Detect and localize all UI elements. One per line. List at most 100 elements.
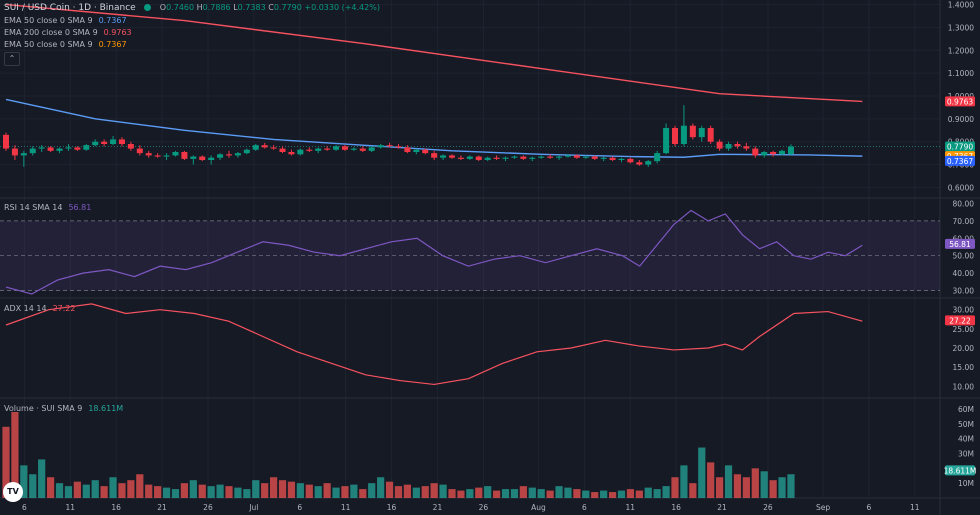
volume-bar[interactable] <box>430 483 438 498</box>
candle[interactable] <box>502 157 509 159</box>
volume-bar[interactable] <box>377 477 385 498</box>
volume-bar[interactable] <box>519 486 527 498</box>
candle[interactable] <box>556 156 563 158</box>
candle[interactable] <box>564 155 571 157</box>
candle[interactable] <box>386 145 393 147</box>
volume-bar[interactable] <box>341 486 349 498</box>
candle[interactable] <box>306 149 313 151</box>
volume-bar[interactable] <box>466 489 474 498</box>
candle[interactable] <box>645 161 652 165</box>
candle[interactable] <box>627 158 634 163</box>
volume-bar[interactable] <box>421 486 429 498</box>
candle[interactable] <box>716 141 723 149</box>
volume-bar[interactable] <box>359 489 367 498</box>
candle[interactable] <box>252 145 259 150</box>
volume-bar[interactable] <box>751 468 759 498</box>
rsi-line[interactable] <box>5 209 863 295</box>
candle[interactable] <box>270 147 277 149</box>
volume-bar[interactable] <box>608 492 617 498</box>
volume-bar[interactable] <box>635 490 643 498</box>
candle[interactable] <box>413 149 420 152</box>
candle[interactable] <box>466 156 473 159</box>
candle[interactable] <box>118 139 125 144</box>
volume-bar[interactable] <box>252 480 260 498</box>
rsi-pane[interactable] <box>5 209 863 295</box>
candle[interactable] <box>65 147 72 149</box>
candle[interactable] <box>190 156 197 159</box>
candle[interactable] <box>636 162 643 165</box>
volume-bar[interactable] <box>323 483 331 498</box>
volume-bar[interactable] <box>225 486 233 498</box>
candle[interactable] <box>199 156 206 160</box>
volume-bar[interactable] <box>198 484 206 498</box>
volume-bar[interactable] <box>2 426 10 498</box>
volume-bar[interactable] <box>555 486 563 498</box>
volume-bar[interactable] <box>314 486 322 498</box>
volume-bar[interactable] <box>626 489 634 498</box>
candle[interactable] <box>38 147 45 149</box>
candle[interactable] <box>404 147 411 152</box>
candle[interactable] <box>698 128 705 138</box>
volume-bar[interactable] <box>617 490 626 498</box>
volume-bar[interactable] <box>368 483 376 498</box>
price-axis[interactable]: 1.40001.30001.20001.10001.00000.90000.80… <box>944 1 977 489</box>
candle[interactable] <box>136 148 143 154</box>
price-pane[interactable] <box>0 3 940 167</box>
candle[interactable] <box>431 153 438 158</box>
candle[interactable] <box>341 146 348 150</box>
volume-bar[interactable] <box>145 484 153 498</box>
volume-bar[interactable] <box>55 483 64 498</box>
volume-bar[interactable] <box>716 477 724 498</box>
ema-50-line[interactable] <box>5 98 863 158</box>
candle[interactable] <box>172 152 179 156</box>
candle[interactable] <box>654 153 661 162</box>
candle[interactable] <box>217 154 224 158</box>
volume-bar[interactable] <box>448 489 456 498</box>
volume-bar[interactable] <box>270 477 278 498</box>
volume-bar[interactable] <box>644 487 652 498</box>
volume-bar[interactable] <box>600 490 608 498</box>
volume-bar[interactable] <box>698 447 706 498</box>
volume-bar[interactable] <box>109 477 117 498</box>
volume-bar[interactable] <box>296 483 304 498</box>
volume-bar[interactable] <box>118 483 126 498</box>
candle[interactable] <box>520 156 527 159</box>
volume-bar[interactable] <box>82 484 90 498</box>
volume-bar[interactable] <box>216 484 224 498</box>
volume-bar[interactable] <box>350 484 358 498</box>
rsi-legend[interactable]: RSI 14 SMA 14 56.81 <box>4 203 91 212</box>
candle[interactable] <box>20 153 27 156</box>
symbol-title[interactable]: SUI / USD Coin · 1D · Binance <box>4 3 136 13</box>
volume-bar[interactable] <box>73 481 81 498</box>
volume-bar[interactable] <box>64 486 73 498</box>
candle[interactable] <box>680 125 687 144</box>
candle[interactable] <box>350 148 357 150</box>
volume-bar[interactable] <box>742 477 750 498</box>
candle[interactable] <box>11 148 18 156</box>
volume-bar[interactable] <box>564 487 572 498</box>
candle[interactable] <box>591 156 598 159</box>
candle[interactable] <box>92 141 99 146</box>
volume-bar[interactable] <box>733 474 742 498</box>
legend-ema-50[interactable]: EMA 50 close 0 SMA 9 0.7367 <box>4 16 127 25</box>
volume-bar[interactable] <box>787 474 795 498</box>
volume-bar[interactable] <box>332 487 340 498</box>
candle[interactable] <box>600 157 607 159</box>
volume-bar[interactable] <box>20 465 28 498</box>
volume-bar[interactable] <box>457 490 465 498</box>
volume-bar[interactable] <box>528 487 536 498</box>
candle[interactable] <box>208 157 215 160</box>
candle[interactable] <box>288 152 295 155</box>
candle[interactable] <box>609 157 616 160</box>
candle[interactable] <box>529 157 536 159</box>
volume-bar[interactable] <box>724 465 733 498</box>
volume-bar[interactable] <box>403 484 411 498</box>
volume-bar[interactable] <box>91 480 99 498</box>
candle[interactable] <box>440 155 447 158</box>
volume-bar[interactable] <box>475 487 483 498</box>
candle[interactable] <box>511 156 518 158</box>
volume-bar[interactable] <box>778 477 786 498</box>
volume-bar[interactable] <box>278 480 287 498</box>
volume-bar[interactable] <box>537 489 545 498</box>
